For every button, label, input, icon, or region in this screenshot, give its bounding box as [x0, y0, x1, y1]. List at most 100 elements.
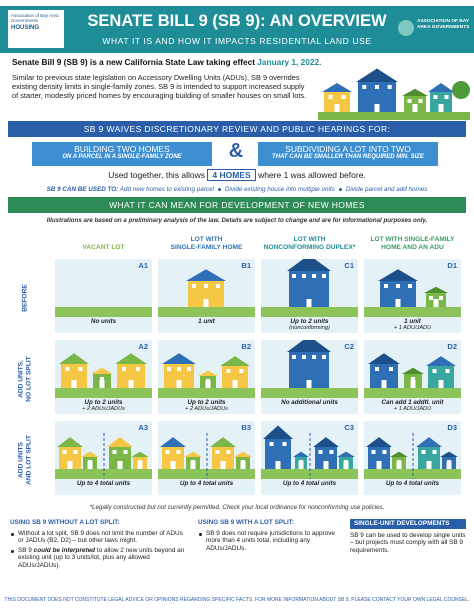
window	[215, 450, 220, 454]
house-roof	[263, 425, 293, 439]
waiver-subtitle: ON A PARCEL IN A SINGLE-FAMILY ZONE	[62, 154, 182, 160]
column-header: LOT WITH NONCONFORMING DUPLEX*	[261, 236, 358, 252]
window	[269, 442, 274, 446]
ground	[261, 307, 358, 317]
house-roof	[287, 259, 331, 271]
window	[62, 450, 67, 454]
house-roof	[59, 353, 89, 364]
caption-line: Up to 4 total units	[282, 480, 337, 487]
house-roof	[356, 68, 398, 82]
window	[302, 274, 306, 278]
door	[220, 461, 226, 469]
scenario-caption: No units	[55, 318, 152, 325]
window	[429, 296, 433, 300]
logo-icon	[398, 20, 414, 36]
scenario-card: D3 Up to 4 total units	[364, 421, 461, 495]
door	[438, 380, 444, 388]
column-header-line: SINGLE-FAMILY HOME	[170, 244, 243, 251]
window	[165, 450, 170, 454]
window	[418, 99, 423, 103]
note-block: USING SB 9 WITH A LOT SPLIT: SB 9 does no…	[198, 519, 340, 552]
window	[329, 450, 334, 454]
subtitle: WHAT IT IS AND HOW IT IMPACTS RESIDENTIA…	[102, 36, 372, 46]
logo-right: ASSOCIATION OF BAY AREA GOVERNMENTS	[417, 19, 470, 30]
door	[298, 461, 304, 469]
caption-line: Up to 2 units	[84, 399, 123, 406]
house-roof	[81, 451, 99, 457]
door	[67, 461, 73, 469]
note-bullet: SB 9 could be interpreted to allow 2 new…	[10, 547, 190, 570]
caption-line: No additional units	[281, 399, 338, 406]
note-bullet: SB 9 does not require jurisdictions to a…	[198, 530, 340, 553]
bullet-text: SB 9 does not require jurisdictions to a…	[206, 529, 335, 552]
ground	[318, 112, 470, 120]
scenario-illustration	[364, 433, 461, 479]
house-roof	[131, 451, 149, 457]
door	[426, 461, 432, 469]
window	[292, 274, 296, 278]
column-header-line: VACANT LOT	[82, 244, 125, 251]
caption-line: + 2 ADUs/JADUs	[82, 406, 125, 413]
development-heading: WHAT IT CAN MEAN FOR DEVELOPMENT OF NEW …	[8, 197, 466, 213]
logo-sub: HOUSING	[11, 25, 40, 31]
scenario-caption: Up to 2 units + 2 ADUs/JADUs	[55, 399, 152, 413]
window	[396, 284, 400, 288]
window	[292, 355, 296, 359]
house-roof	[184, 451, 202, 457]
bullet-text: Without a lot split, SB 9 does not limit…	[18, 529, 183, 545]
window	[439, 296, 443, 300]
window	[387, 85, 392, 89]
house-roof	[160, 437, 186, 447]
house-roof	[426, 356, 456, 366]
door	[205, 380, 211, 388]
scenario-card: A1 No units	[55, 259, 152, 333]
house-roof	[402, 88, 428, 96]
door	[412, 104, 418, 112]
note-bullet: SB 9 can be used to develop single units…	[350, 532, 466, 555]
door	[137, 461, 143, 469]
window	[371, 450, 376, 454]
window	[112, 450, 117, 454]
door	[395, 299, 401, 307]
caption-line: 1 unit	[198, 318, 215, 325]
house-roof	[210, 437, 236, 447]
window	[328, 95, 333, 99]
house-roof	[287, 340, 331, 352]
window	[444, 95, 449, 99]
window	[389, 367, 393, 371]
header-bar	[0, 6, 474, 53]
development-note: Illustrations are based on a preliminary…	[46, 217, 428, 224]
lead: Senate Bill 9 (SB 9) is a new California…	[12, 57, 255, 67]
scenario-card: B2 Up to 2 units + 2 ADUs/JADUs	[158, 340, 255, 414]
door	[170, 461, 176, 469]
ground	[55, 307, 152, 317]
window	[65, 367, 70, 371]
scenario-card: B3 Up to 4 total units	[158, 421, 255, 495]
caption-line: Up to 2 units	[290, 318, 329, 325]
date: January 1, 2022.	[257, 57, 322, 67]
door	[343, 461, 349, 469]
window	[433, 95, 438, 99]
ground	[55, 388, 152, 398]
caption-line: (nonconforming)	[289, 325, 330, 332]
intro-illustration	[318, 68, 470, 120]
intro-lead: Senate Bill 9 (SB 9) is a new California…	[12, 57, 342, 67]
ground	[158, 307, 255, 317]
summary-before: Used together, this allows	[108, 170, 206, 180]
uses-line: SB 9 CAN BE USED TO: Add new homes to ex…	[0, 186, 474, 193]
door	[323, 461, 329, 469]
caption-line: Up to 4 total units	[385, 480, 440, 487]
column-header: LOT WITH SINGLE-FAMILY HOME	[158, 236, 255, 252]
house-roof	[313, 437, 339, 447]
house-roof	[234, 451, 252, 457]
door	[176, 380, 182, 388]
scenario-id: C1	[344, 261, 354, 270]
scenario-id: C2	[344, 342, 354, 351]
house-roof	[115, 353, 147, 364]
scenario-illustration	[261, 425, 358, 479]
door	[128, 380, 134, 388]
door	[376, 461, 382, 469]
scenario-caption: Can add 1 addtl. unit + 1 ADU/JADU	[364, 399, 461, 413]
